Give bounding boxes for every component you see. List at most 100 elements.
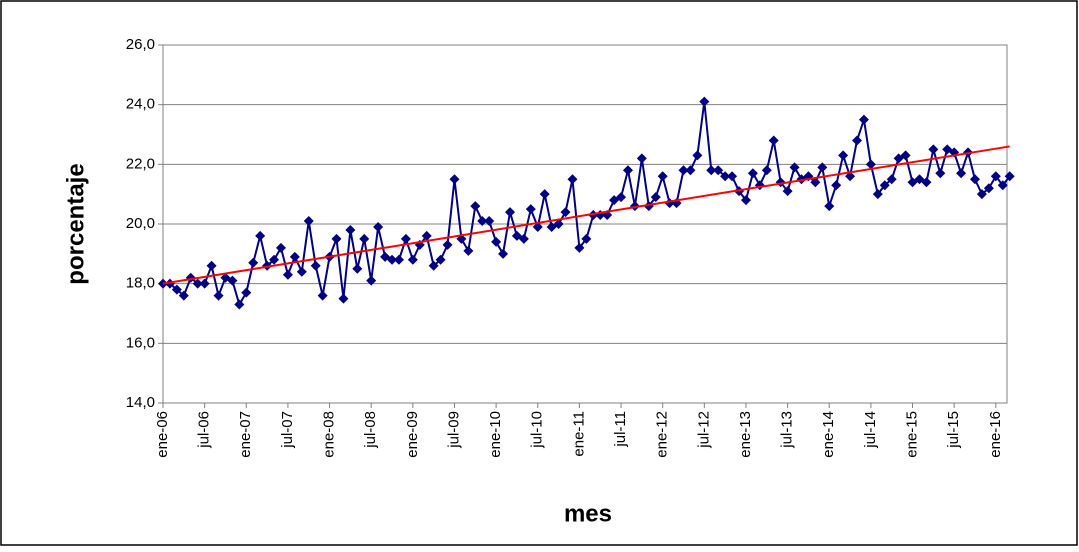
marker bbox=[935, 168, 946, 179]
marker bbox=[178, 290, 189, 301]
marker bbox=[428, 260, 439, 271]
marker bbox=[484, 216, 495, 227]
marker bbox=[567, 174, 578, 185]
marker bbox=[574, 242, 585, 253]
marker bbox=[997, 180, 1008, 191]
marker bbox=[262, 260, 273, 271]
marker bbox=[241, 287, 252, 298]
x-tick-label: ene-07 bbox=[237, 411, 254, 458]
marker bbox=[581, 233, 592, 244]
x-tick-label: jul-14 bbox=[862, 411, 879, 449]
marker bbox=[983, 183, 994, 194]
marker bbox=[234, 299, 245, 310]
marker bbox=[463, 245, 474, 256]
marker bbox=[969, 174, 980, 185]
marker bbox=[192, 278, 203, 289]
x-tick-label: ene-15 bbox=[903, 411, 920, 458]
marker bbox=[629, 201, 640, 212]
x-tick-label: ene-10 bbox=[487, 411, 504, 458]
marker bbox=[227, 275, 238, 286]
marker bbox=[1004, 171, 1015, 182]
marker bbox=[491, 236, 502, 247]
x-tick-label: jul-09 bbox=[445, 411, 462, 449]
marker bbox=[338, 293, 349, 304]
x-tick-label: jul-13 bbox=[779, 411, 796, 449]
x-tick-label: jul-08 bbox=[362, 411, 379, 449]
marker bbox=[727, 171, 738, 182]
marker bbox=[393, 254, 404, 265]
y-tick-label: 14,0 bbox=[126, 394, 155, 411]
marker bbox=[657, 171, 668, 182]
marker bbox=[706, 165, 717, 176]
x-tick-label: ene-13 bbox=[737, 411, 754, 458]
marker bbox=[747, 168, 758, 179]
marker bbox=[740, 195, 751, 206]
x-tick-label: ene-08 bbox=[321, 411, 338, 458]
marker bbox=[990, 171, 1001, 182]
x-tick-label: jul-11 bbox=[612, 411, 629, 448]
x-tick-label: ene-12 bbox=[654, 411, 671, 458]
marker bbox=[352, 263, 363, 274]
marker bbox=[359, 233, 370, 244]
marker bbox=[699, 96, 710, 107]
marker bbox=[498, 248, 509, 259]
marker bbox=[400, 233, 411, 244]
marker bbox=[768, 135, 779, 146]
marker bbox=[303, 216, 314, 227]
marker bbox=[206, 260, 217, 271]
marker bbox=[282, 269, 293, 280]
y-tick-label: 18,0 bbox=[126, 275, 155, 292]
marker bbox=[435, 254, 446, 265]
marker bbox=[720, 171, 731, 182]
marker bbox=[838, 150, 849, 161]
marker bbox=[366, 275, 377, 286]
marker bbox=[539, 189, 550, 200]
marker bbox=[331, 233, 342, 244]
marker bbox=[560, 207, 571, 218]
marker bbox=[345, 224, 356, 235]
marker bbox=[553, 219, 564, 229]
marker bbox=[685, 165, 696, 176]
marker bbox=[858, 114, 869, 125]
x-tick-label: jul-07 bbox=[279, 411, 296, 449]
y-tick-label: 22,0 bbox=[126, 155, 155, 172]
x-tick-label: jul-06 bbox=[196, 411, 213, 449]
marker bbox=[421, 230, 432, 241]
marker bbox=[289, 251, 300, 262]
marker bbox=[782, 186, 793, 197]
marker bbox=[532, 221, 543, 232]
marker bbox=[171, 284, 182, 295]
marker bbox=[678, 165, 689, 176]
marker bbox=[831, 180, 842, 191]
marker bbox=[886, 174, 897, 185]
marker bbox=[900, 150, 911, 161]
marker bbox=[956, 168, 967, 179]
marker bbox=[525, 204, 536, 215]
marker bbox=[505, 207, 515, 218]
marker bbox=[470, 201, 481, 212]
x-tick-label: jul-12 bbox=[695, 411, 712, 449]
marker bbox=[865, 159, 876, 170]
marker bbox=[373, 221, 384, 232]
marker bbox=[199, 278, 210, 289]
x-axis-title: mes bbox=[564, 500, 612, 527]
marker bbox=[976, 189, 987, 200]
marker bbox=[622, 165, 633, 176]
marker bbox=[317, 290, 328, 301]
marker bbox=[442, 239, 453, 250]
marker bbox=[616, 192, 627, 203]
marker bbox=[928, 144, 939, 155]
y-tick-label: 20,0 bbox=[126, 215, 155, 232]
trend-line bbox=[162, 145, 1010, 285]
marker bbox=[824, 201, 835, 212]
marker bbox=[636, 153, 647, 164]
marker bbox=[407, 254, 418, 265]
y-tick-label: 16,0 bbox=[126, 334, 155, 351]
marker bbox=[477, 216, 488, 227]
marker bbox=[879, 180, 890, 191]
marker bbox=[817, 162, 828, 173]
marker bbox=[921, 177, 932, 188]
marker bbox=[852, 135, 862, 146]
x-tick-label: jul-10 bbox=[529, 411, 546, 449]
